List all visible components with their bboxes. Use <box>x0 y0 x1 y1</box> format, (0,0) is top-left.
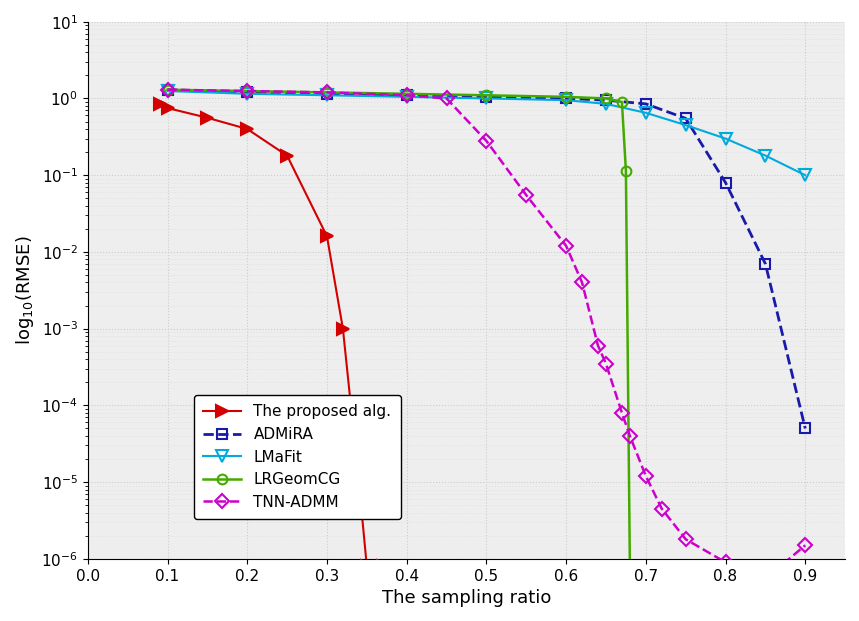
TNN-ADMM <box>401 91 411 99</box>
ADMiRA <box>481 93 491 101</box>
LRGeomCG <box>481 91 491 99</box>
LMaFit <box>680 121 691 129</box>
LMaFit <box>800 171 810 179</box>
TNN-ADMM <box>800 542 810 549</box>
TNN-ADMM <box>641 473 651 480</box>
The proposed alg. <box>378 563 388 570</box>
ADMiRA <box>680 115 691 122</box>
LMaFit <box>242 90 253 97</box>
X-axis label: The sampling ratio: The sampling ratio <box>381 589 551 607</box>
The proposed alg. <box>322 232 332 240</box>
TNN-ADMM <box>577 279 588 286</box>
LRGeomCG <box>561 93 571 101</box>
TNN-ADMM <box>481 137 491 145</box>
ADMiRA <box>401 91 411 99</box>
LMaFit <box>481 95 491 102</box>
ADMiRA <box>760 260 771 268</box>
LRGeomCG <box>242 88 253 95</box>
LRGeomCG <box>624 563 635 570</box>
ADMiRA <box>721 179 731 186</box>
LRGeomCG <box>617 98 627 106</box>
LRGeomCG <box>621 167 631 175</box>
The proposed alg. <box>155 100 165 107</box>
TNN-ADMM <box>721 559 731 566</box>
ADMiRA <box>322 90 332 97</box>
TNN-ADMM <box>162 86 173 93</box>
TNN-ADMM <box>322 89 332 96</box>
ADMiRA <box>641 100 651 107</box>
LMaFit <box>322 91 332 99</box>
LRGeomCG <box>633 578 643 586</box>
The proposed alg. <box>242 125 253 133</box>
TNN-ADMM <box>656 505 667 512</box>
The proposed alg. <box>369 595 380 602</box>
ADMiRA <box>242 89 253 96</box>
LRGeomCG <box>721 578 731 586</box>
TNN-ADMM <box>593 342 603 350</box>
LRGeomCG <box>680 578 691 586</box>
TNN-ADMM <box>760 575 771 582</box>
LMaFit <box>561 96 571 104</box>
ADMiRA <box>561 95 571 102</box>
Line: TNN-ADMM: TNN-ADMM <box>162 85 810 584</box>
ADMiRA <box>800 425 810 432</box>
LRGeomCG <box>641 578 651 586</box>
LRGeomCG <box>600 95 611 102</box>
LMaFit <box>401 93 411 101</box>
Line: The proposed alg.: The proposed alg. <box>154 98 388 604</box>
Line: LRGeomCG: LRGeomCG <box>162 85 810 587</box>
LRGeomCG <box>162 86 173 93</box>
The proposed alg. <box>282 152 292 160</box>
TNN-ADMM <box>624 432 635 440</box>
Line: LMaFit: LMaFit <box>162 86 811 181</box>
The proposed alg. <box>362 563 372 570</box>
LMaFit <box>721 135 731 142</box>
Legend: The proposed alg., ADMiRA, LMaFit, LRGeomCG, TNN-ADMM: The proposed alg., ADMiRA, LMaFit, LRGeo… <box>194 395 400 519</box>
The proposed alg. <box>162 104 173 112</box>
LMaFit <box>600 100 611 107</box>
LRGeomCG <box>629 578 639 586</box>
TNN-ADMM <box>242 88 253 95</box>
TNN-ADMM <box>442 95 452 102</box>
TNN-ADMM <box>617 409 627 417</box>
TNN-ADMM <box>561 242 571 250</box>
TNN-ADMM <box>680 535 691 543</box>
LRGeomCG <box>800 578 810 586</box>
ADMiRA <box>600 96 611 104</box>
The proposed alg. <box>202 114 212 122</box>
Y-axis label: log$_{10}$(RMSE): log$_{10}$(RMSE) <box>14 235 36 345</box>
The proposed alg. <box>354 478 364 486</box>
LMaFit <box>641 109 651 117</box>
LMaFit <box>162 88 173 95</box>
TNN-ADMM <box>600 360 611 368</box>
LMaFit <box>760 152 771 160</box>
LRGeomCG <box>401 90 411 97</box>
TNN-ADMM <box>521 191 532 199</box>
ADMiRA <box>162 86 173 93</box>
LRGeomCG <box>322 89 332 96</box>
LRGeomCG <box>760 578 771 586</box>
Line: ADMiRA: ADMiRA <box>162 85 810 433</box>
The proposed alg. <box>338 325 348 332</box>
